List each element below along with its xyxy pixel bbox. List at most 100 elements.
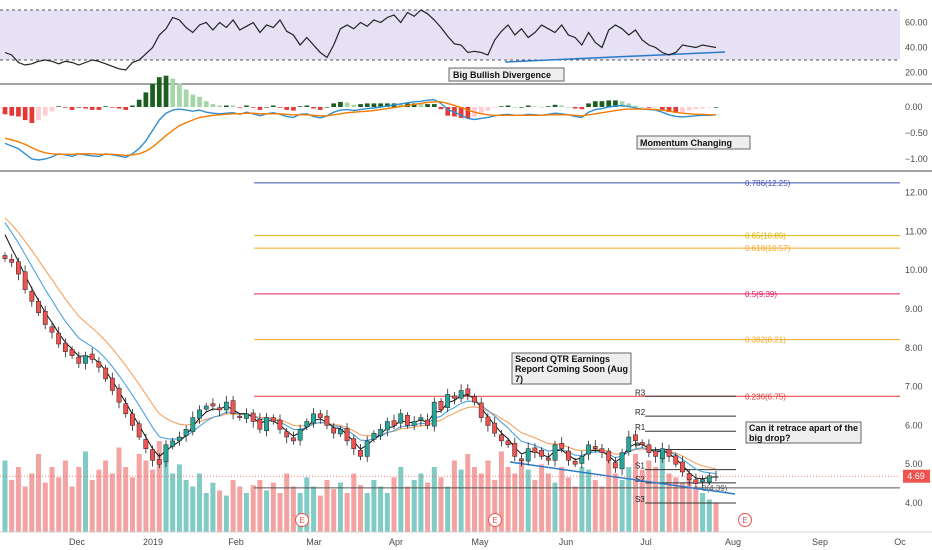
volume-bar [297, 493, 303, 532]
candle [545, 452, 551, 465]
candle [304, 418, 310, 431]
macd-histogram-bar [425, 104, 430, 107]
macd-histogram-bar [230, 105, 236, 107]
volume-bar [257, 480, 263, 532]
volume-bar [42, 482, 48, 532]
candle [223, 395, 229, 414]
volume-bar [156, 441, 162, 532]
volume-bar [331, 489, 337, 532]
macd-histogram-bar [22, 107, 28, 121]
candle [116, 384, 122, 409]
fib-level-label: 0.236(6.75) [745, 392, 786, 401]
candle [398, 409, 404, 429]
macd-histogram-bar [311, 107, 316, 109]
macd-histogram-bar [49, 107, 55, 112]
annotation-momentum[interactable]: Momentum Changing [636, 135, 751, 150]
volume-bar [203, 493, 209, 532]
macd-histogram-bar [713, 107, 719, 108]
volume-bar [264, 490, 270, 532]
price-tick-label: 5.00 [905, 459, 923, 469]
candle [176, 431, 182, 446]
macd-histogram-bar [110, 107, 115, 108]
candle [284, 427, 290, 444]
volume-bar [89, 480, 95, 532]
candle [706, 472, 712, 486]
candle [89, 347, 95, 364]
volume-bar [15, 467, 21, 532]
candle [579, 451, 585, 469]
candle [552, 440, 558, 467]
macd-histogram-bar [69, 107, 75, 110]
macd-histogram-bar [646, 107, 652, 108]
pivot-level-label: S1 [635, 462, 645, 471]
macd-histogram-bar [244, 105, 249, 107]
volume-bar [525, 469, 531, 532]
annotation-divergence-text: Big Bullish Divergence [453, 70, 551, 80]
price-tick-label: 9.00 [905, 304, 923, 314]
volume-bar [465, 454, 471, 532]
annotation-earnings-line-3: 7) [515, 374, 523, 384]
macd-histogram-bar [693, 107, 699, 110]
candle [411, 416, 417, 431]
volume-bar [552, 482, 558, 532]
macd-histogram-bar [358, 104, 363, 107]
time-axis-label: Mar [306, 537, 322, 547]
volume-bar [653, 467, 659, 532]
candle [257, 413, 263, 434]
candle [317, 409, 323, 424]
macd-histogram-bar [297, 106, 303, 107]
pivot-level-label: S2 [635, 475, 645, 484]
volume-bar [344, 493, 350, 532]
candle [277, 414, 283, 434]
macd-histogram-bar [163, 75, 169, 107]
candle [143, 433, 149, 454]
macd-histogram-bar [532, 106, 538, 107]
volume-bar [498, 451, 504, 532]
volume-bar [69, 486, 75, 532]
volume-bar [398, 467, 404, 532]
candle [244, 408, 249, 424]
volume-bar [418, 473, 424, 532]
volume-bar [136, 454, 142, 532]
volume-bar [22, 486, 28, 532]
macd-histogram-bar [371, 103, 377, 107]
earnings-marker[interactable]: E [295, 513, 309, 527]
macd-histogram-bar [83, 107, 88, 109]
macd-histogram-bar [277, 107, 283, 108]
volume-bar [646, 460, 652, 532]
annotation-retrace[interactable]: Can it retrace apart of the big drop? [745, 421, 862, 444]
candle [324, 409, 330, 430]
volume-bar [686, 480, 692, 532]
annotation-divergence[interactable]: Big Bullish Divergence [448, 67, 565, 82]
candle [9, 253, 15, 268]
annotation-earnings-line-1: Second QTR Earnings [515, 354, 610, 364]
rsi-band [0, 10, 900, 60]
volume-bar [572, 486, 578, 532]
volume-bar [123, 467, 129, 532]
macd-histogram-bar [271, 105, 276, 107]
candle [431, 397, 437, 432]
candle [646, 439, 652, 458]
volume-bar [458, 469, 464, 532]
volume-bar [579, 467, 585, 532]
volume-bar [680, 482, 685, 532]
earnings-marker[interactable]: E [488, 513, 502, 527]
earnings-marker[interactable]: E [738, 513, 752, 527]
candle [344, 423, 350, 446]
svg-text:E: E [492, 516, 497, 525]
candle [371, 430, 377, 443]
candle [666, 444, 672, 462]
volume-bar [237, 486, 243, 532]
candle [56, 326, 62, 348]
macd-histogram-bar [29, 107, 35, 123]
volume-bar [639, 469, 645, 532]
annotation-earnings[interactable]: Second QTR Earnings Report Coming Soon (… [511, 352, 632, 385]
macd-histogram-bar [284, 107, 290, 110]
volume-bar [311, 486, 317, 532]
candle [183, 425, 189, 442]
annotation-retrace-line-2: big drop? [749, 433, 791, 443]
volume-bar [217, 490, 223, 532]
rsi-divergence-line [504, 51, 726, 63]
candle [42, 305, 48, 330]
